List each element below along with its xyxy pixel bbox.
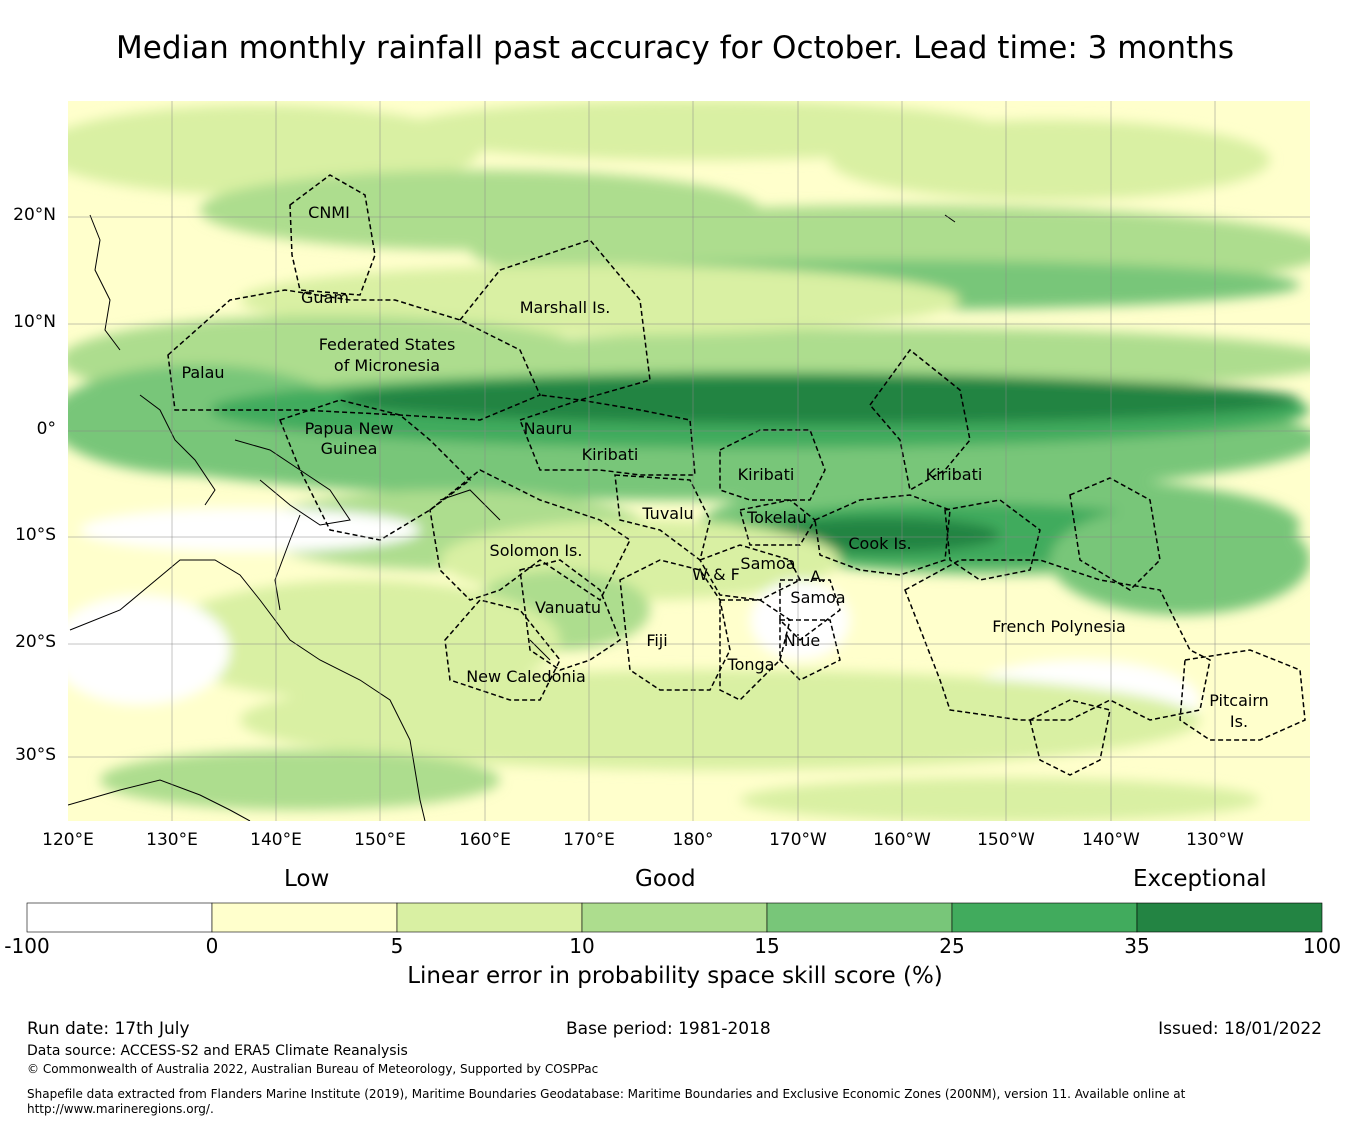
base-period: Base period: 1981-2018 xyxy=(566,1019,771,1039)
region-label: Tonga xyxy=(727,655,775,674)
region-label: Fiji xyxy=(646,631,667,650)
longitude-label: 170°E xyxy=(563,830,615,850)
region-label: Kiribati xyxy=(738,465,795,484)
issued-date: Issued: 18/01/2022 xyxy=(1158,1019,1322,1039)
coastlines xyxy=(68,214,956,821)
region-label: Palau xyxy=(181,363,224,382)
region-label: of Micronesia xyxy=(334,356,440,375)
region-label: French Polynesia xyxy=(992,617,1126,636)
shapefile-credit: Shapefile data extracted from Flanders M… xyxy=(27,1087,1186,1101)
region-label: Solomon Is. xyxy=(490,541,583,560)
region-label: Nauru xyxy=(524,419,573,438)
region-label: Guam xyxy=(301,288,349,307)
colorbar-tick: 10 xyxy=(569,934,595,958)
longitude-label: 120°E xyxy=(42,830,94,850)
longitude-label: 140°W xyxy=(1082,830,1140,850)
latitude-label: 20°N xyxy=(13,205,56,225)
colorbar-bin xyxy=(581,902,768,933)
legend-category-good: Good xyxy=(635,866,696,892)
region-label: Papua New xyxy=(305,419,394,438)
map-title: Median monthly rainfall past accuracy fo… xyxy=(116,30,1234,66)
colorbar-bin xyxy=(211,902,398,933)
longitude-label: 140°E xyxy=(250,830,302,850)
longitude-label: 130°W xyxy=(1186,830,1244,850)
region-label: Vanuatu xyxy=(535,598,601,617)
legend-category-low: Low xyxy=(284,866,330,892)
longitude-label: 160°W xyxy=(873,830,931,850)
region-label: CNMI xyxy=(308,203,350,222)
copyright: © Commonwealth of Australia 2022, Austra… xyxy=(27,1062,599,1076)
longitude-label: 150°W xyxy=(977,830,1035,850)
region-label: A. xyxy=(810,567,826,586)
legend-category-exceptional: Exceptional xyxy=(1133,866,1267,892)
colorbar-bin xyxy=(1136,902,1323,933)
run-date: Run date: 17th July xyxy=(27,1019,190,1039)
colorbar-tick: 25 xyxy=(939,934,965,958)
region-label: Federated States xyxy=(319,335,456,354)
latitude-label: 10°S xyxy=(15,525,56,545)
region-label: Samoa xyxy=(740,554,795,573)
shapefile-url: http://www.marineregions.org/. xyxy=(27,1102,214,1116)
latitude-label: 30°S xyxy=(15,745,56,765)
region-label: W & F xyxy=(692,565,740,584)
region-label: Tuvalu xyxy=(641,504,693,523)
longitude-label: 160°E xyxy=(459,830,511,850)
longitude-label: 150°E xyxy=(354,830,406,850)
colorbar-tick: 35 xyxy=(1124,934,1150,958)
latitude-label: 20°S xyxy=(15,632,56,652)
region-labels: CNMI Guam Marshall Is. Federated States … xyxy=(181,203,1268,731)
region-label: Tokelau xyxy=(746,508,807,527)
region-label: Cook Is. xyxy=(848,534,911,553)
region-label: Guinea xyxy=(321,439,378,458)
colorbar-tick: -100 xyxy=(4,934,50,958)
longitude-label: 170°W xyxy=(769,830,827,850)
latitude-label: 10°N xyxy=(13,312,56,332)
eez-boundaries xyxy=(167,174,1306,776)
longitude-label: 180° xyxy=(672,830,714,850)
colorbar-tick: 100 xyxy=(1302,934,1342,958)
skill-field xyxy=(68,101,1310,821)
latitude-label: 0° xyxy=(36,419,56,439)
region-label: New Caledonia xyxy=(466,667,586,686)
colorbar-bin xyxy=(766,902,953,933)
region-label: Is. xyxy=(1230,712,1248,731)
graticule xyxy=(68,101,1310,821)
colorbar-tick: 15 xyxy=(754,934,780,958)
colorbar-bin xyxy=(951,902,1138,933)
colorbar-bin xyxy=(396,902,583,933)
longitude-label: 130°E xyxy=(146,830,198,850)
region-label: Kiribati xyxy=(926,465,983,484)
region-label: Niue xyxy=(784,631,820,650)
region-label: Marshall Is. xyxy=(520,298,611,317)
region-label: Samoa xyxy=(790,588,845,607)
data-source: Data source: ACCESS-S2 and ERA5 Climate … xyxy=(27,1043,408,1059)
colorbar-bin xyxy=(26,902,213,933)
colorbar-label: Linear error in probability space skill … xyxy=(407,963,943,989)
region-label: Kiribati xyxy=(582,445,639,464)
colorbar-tick: 0 xyxy=(205,934,219,958)
region-label: Pitcairn xyxy=(1209,691,1269,710)
colorbar-tick: 5 xyxy=(390,934,404,958)
